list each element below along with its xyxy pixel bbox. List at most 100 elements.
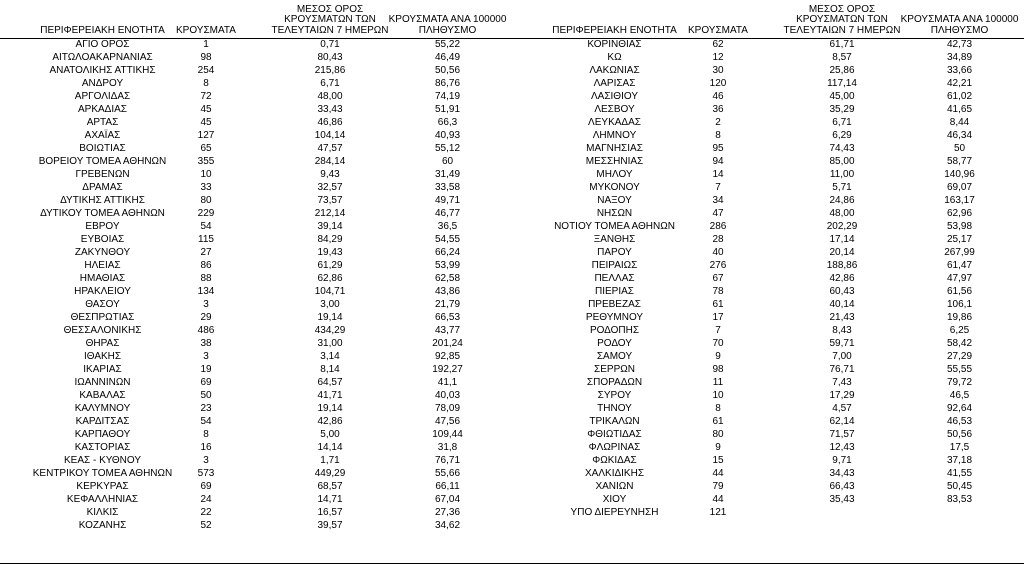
per-100k-cell: 41,1	[437, 377, 458, 388]
region-cell: ΚΑΡΔΙΤΣΑΣ	[75, 416, 130, 427]
cases-cell: 98	[200, 52, 212, 63]
table-row: ΔΡΑΜΑΣ 33 32,57 33,58	[0, 181, 512, 194]
region-cell: ΘΕΣΠΡΩΤΙΑΣ	[70, 312, 135, 323]
per-100k-cell: 19,86	[946, 312, 973, 323]
per-100k-cell: 60	[441, 156, 454, 167]
table-row: ΛΑΡΙΣΑΣ 120 117,14 42,21	[512, 77, 1024, 90]
table-row: ΣΕΡΡΩΝ 98 76,71 55,55	[512, 363, 1024, 376]
region-cell: ΣΕΡΡΩΝ	[594, 364, 635, 375]
avg-7-days-cell: 21,43	[829, 312, 855, 323]
region-cell: ΝΑΞΟΥ	[597, 195, 632, 206]
cases-cell: 86	[200, 260, 212, 271]
per-100k-cell: 86,76	[434, 78, 461, 89]
avg-7-days-cell: 9,71	[832, 455, 852, 466]
avg-7-days-cell: 12,43	[829, 442, 855, 453]
header-cases: ΚΡΟΥΣΜΑΤΑ	[688, 24, 748, 36]
avg-7-days-cell: 449,29	[314, 468, 346, 479]
per-100k-cell: 106,1	[946, 299, 973, 310]
per-100k-cell: 37,18	[946, 455, 973, 466]
avg-7-days-cell: 19,14	[317, 403, 343, 414]
right-table-header: ΠΕΡΙΦΕΡΕΙΑΚΗ ΕΝΟΤΗΤΑ ΚΡΟΥΣΜΑΤΑ ΜΕΣΟΣ ΟΡΟ…	[512, 0, 1024, 39]
region-cell: ΚΑΡΠΑΘΟΥ	[74, 429, 131, 440]
table-row: ΠΙΕΡΙΑΣ 78 60,43 61,56	[512, 285, 1024, 298]
table-row: ΚΕΡΚΥΡΑΣ 69 68,57 66,11	[0, 480, 512, 493]
table-row: ΜΕΣΣΗΝΙΑΣ 94 85,00 58,77	[512, 155, 1024, 168]
cases-cell: 286	[709, 221, 727, 232]
region-cell: ΤΗΝΟΥ	[597, 403, 632, 414]
per-100k-cell: 47,97	[946, 273, 973, 284]
avg-7-days-cell: 7,43	[832, 377, 852, 388]
table-row: ΜΗΛΟΥ 14 11,00 140,96	[512, 168, 1024, 181]
avg-7-days-cell: 9,43	[320, 169, 340, 180]
cases-cell: 9	[715, 351, 721, 362]
region-cell: ΗΡΑΚΛΕΙΟΥ	[74, 286, 131, 297]
region-cell: ΠΕΛΛΑΣ	[594, 273, 635, 284]
avg-7-days-cell: 66,43	[829, 481, 855, 492]
region-cell: ΚΑΣΤΟΡΙΑΣ	[74, 442, 131, 453]
cases-cell: 11	[712, 377, 724, 388]
table-row: ΡΕΘΥΜΝΟΥ 17 21,43 19,86	[512, 311, 1024, 324]
per-100k-cell: 61,47	[946, 260, 973, 271]
table-row: ΣΠΟΡΑΔΩΝ 11 7,43 79,72	[512, 376, 1024, 389]
table-row: ΤΗΝΟΥ 8 4,57 92,64	[512, 402, 1024, 415]
cases-cell: 134	[197, 286, 215, 297]
cases-cell: 46	[712, 91, 724, 102]
per-100k-cell: 50,56	[434, 65, 461, 76]
table-row: ΚΟΖΑΝΗΣ 52 39,57 34,62	[0, 519, 512, 532]
per-100k-cell: 58,77	[946, 156, 973, 167]
table-row: ΚΕΦΑΛΛΗΝΙΑΣ 24 14,71 67,04	[0, 493, 512, 506]
cases-cell: 45	[200, 117, 212, 128]
table-row: ΑΝΑΤΟΛΙΚΗΣ ΑΤΤΙΚΗΣ 254 215,86 50,56	[0, 64, 512, 77]
avg-7-days-cell: 5,00	[320, 429, 340, 440]
avg-7-days-cell: 17,29	[829, 390, 855, 401]
table-row: ΦΛΩΡΙΝΑΣ 9 12,43 17,5	[512, 441, 1024, 454]
region-cell: ΚΙΛΚΙΣ	[86, 507, 119, 518]
cases-cell: 80	[712, 429, 724, 440]
avg-7-days-cell: 14,71	[317, 494, 343, 505]
per-100k-cell: 27,36	[434, 507, 461, 518]
per-100k-cell: 62,96	[946, 208, 973, 219]
cases-cell: 22	[200, 507, 212, 518]
avg-7-days-cell: 8,14	[320, 364, 340, 375]
table-row: ΣΑΜΟΥ 9 7,00 27,29	[512, 350, 1024, 363]
per-100k-cell: 69,07	[946, 182, 973, 193]
cases-cell: 276	[709, 260, 727, 271]
avg-7-days-cell: 6,29	[832, 130, 852, 141]
region-cell: ΧΑΝΙΩΝ	[595, 481, 634, 492]
per-100k-cell: 46,53	[946, 416, 973, 427]
header-cases: ΚΡΟΥΣΜΑΤΑ	[176, 24, 236, 36]
table-row: ΘΑΣΟΥ 3 3,00 21,79	[0, 298, 512, 311]
avg-7-days-cell: 39,14	[317, 221, 343, 232]
region-cell: ΘΕΣΣΑΛΟΝΙΚΗΣ	[63, 325, 142, 336]
table-row: ΙΚΑΡΙΑΣ 19 8,14 192,27	[0, 363, 512, 376]
table-row: ΠΡΕΒΕΖΑΣ 61 40,14 106,1	[512, 298, 1024, 311]
header-region: ΠΕΡΙΦΕΡΕΙΑΚΗ ΕΝΟΤΗΤΑ	[40, 24, 165, 36]
table-row: ΜΥΚΟΝΟΥ 7 5,71 69,07	[512, 181, 1024, 194]
table-row: ΓΡΕΒΕΝΩΝ 10 9,43 31,49	[0, 168, 512, 181]
cases-cell: 52	[200, 520, 212, 531]
avg-7-days-cell: 42,86	[317, 416, 343, 427]
per-100k-cell: 42,21	[946, 78, 973, 89]
per-100k-cell: 192,27	[432, 364, 463, 375]
avg-7-days-cell: 35,43	[829, 494, 855, 505]
left-table-body: ΑΓΙΟ ΟΡΟΣ 1 0,71 55,22 ΑΙΤΩΛΟΑΚΑΡΝΑΝΙΑΣ 98 80,…	[0, 38, 512, 532]
per-100k-cell: 267,99	[944, 247, 975, 258]
region-cell: ΚΟΖΑΝΗΣ	[78, 520, 127, 531]
cases-cell: 3	[203, 299, 209, 310]
avg-7-days-cell: 60,43	[829, 286, 855, 297]
cases-cell: 10	[200, 169, 212, 180]
cases-cell: 61	[712, 299, 724, 310]
avg-7-days-cell: 61,71	[829, 39, 855, 50]
cases-cell: 47	[712, 208, 724, 219]
table-row: ΛΑΚΩΝΙΑΣ 30 25,86 33,66	[512, 64, 1024, 77]
cases-cell: 34	[712, 195, 724, 206]
region-cell: ΝΟΤΙΟΥ ΤΟΜΕΑ ΑΘΗΝΩΝ	[554, 221, 675, 232]
region-cell: ΠΡΕΒΕΖΑΣ	[588, 299, 641, 310]
region-cell: ΧΑΛΚΙΔΙΚΗΣ	[585, 468, 644, 479]
cases-cell: 7	[715, 182, 721, 193]
region-cell: ΖΑΚΥΝΘΟΥ	[74, 247, 131, 258]
avg-7-days-cell: 212,14	[314, 208, 346, 219]
avg-7-days-cell: 62,86	[317, 273, 343, 284]
table-row: ΣΥΡΟΥ 10 17,29 46,5	[512, 389, 1024, 402]
table-row: ΚΩ 12 8,57 34,89	[512, 51, 1024, 64]
